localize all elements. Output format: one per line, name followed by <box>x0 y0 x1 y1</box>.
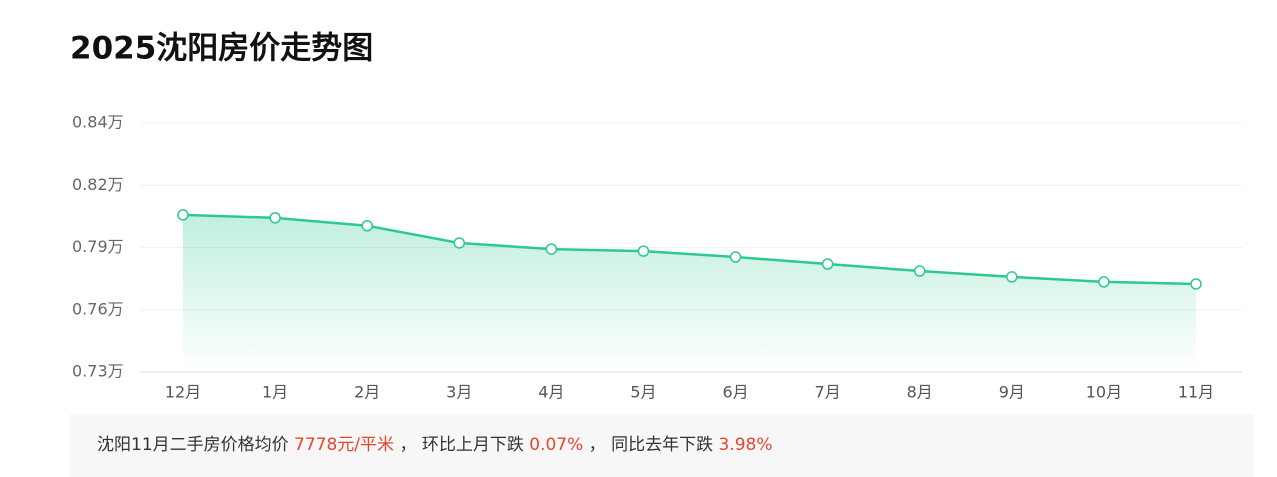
x-tick-label: 8月 <box>907 383 933 402</box>
area <box>183 214 1196 362</box>
price: 7778元/平米 <box>294 435 395 455</box>
point <box>177 209 189 221</box>
point <box>729 251 742 263</box>
point <box>1190 278 1202 290</box>
mom: 0.07% <box>529 435 584 455</box>
point <box>269 212 281 224</box>
summary-text: ， 环比上月下跌 <box>394 435 530 455</box>
point <box>821 258 834 270</box>
x-tick-label: 9月 <box>999 383 1025 402</box>
x-tick-label: 4月 <box>538 383 564 402</box>
x-tick-label: 11月 <box>1178 383 1214 402</box>
x-tick-label: 6月 <box>722 383 748 402</box>
point <box>453 237 466 249</box>
summary: 沈阳11月二手房价格均价 7778元/平米 ， 环比上月下跌 0.07% ， 同… <box>70 414 1254 477</box>
y-tick-label: 0.82万 <box>72 175 124 194</box>
x-tick-label: 2月 <box>354 383 380 402</box>
x-tick-label: 3月 <box>446 383 472 402</box>
yoy: 3.98% <box>718 435 773 455</box>
y-tick-label: 0.84万 <box>72 113 124 132</box>
point <box>913 265 926 277</box>
summary-text: ， 同比去年下跌 <box>583 435 719 455</box>
point <box>637 245 650 257</box>
x-tick-label: 12月 <box>165 383 201 402</box>
x-tick-label: 7月 <box>815 383 841 402</box>
chart-title: 2025沈阳房价走势图 <box>70 31 373 67</box>
x-tick-label: 5月 <box>630 383 656 402</box>
point <box>545 243 558 255</box>
x-tick-label: 1月 <box>262 383 288 402</box>
y-tick-label: 0.76万 <box>72 299 124 318</box>
y-tick-label: 0.73万 <box>72 362 124 381</box>
summary-text: 沈阳11月二手房价格均价 <box>97 435 295 455</box>
line <box>182 213 1197 286</box>
point <box>1098 276 1110 288</box>
x-tick-label: 10月 <box>1086 383 1122 402</box>
point <box>1006 271 1018 283</box>
y-tick-label: 0.79万 <box>72 237 124 256</box>
chart: 2025沈阳房价走势图 0.73万 0.76万 0.79万 0.82万 0.84万 12月… <box>70 31 1242 402</box>
point <box>361 220 373 232</box>
